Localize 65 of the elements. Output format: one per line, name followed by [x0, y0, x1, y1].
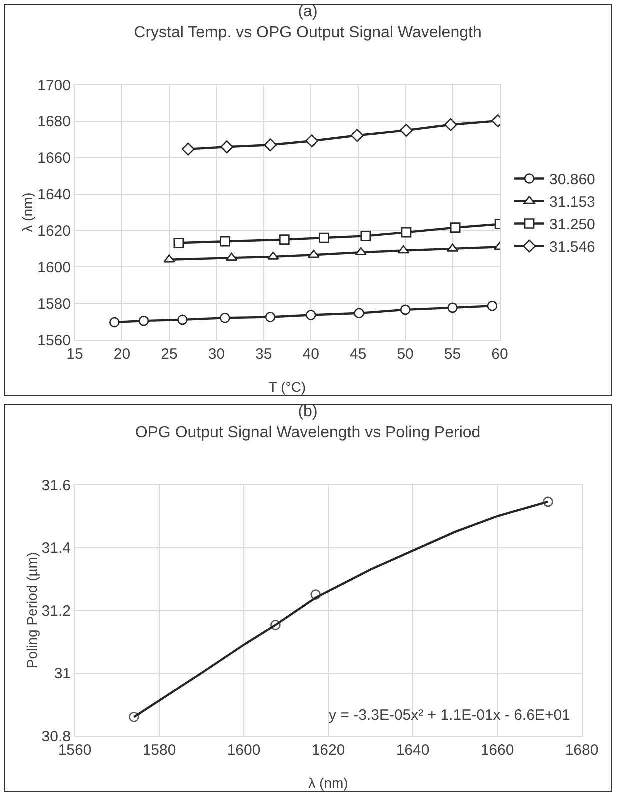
x-tick-label: 25: [161, 346, 178, 363]
x-tick-label: 1640: [396, 742, 430, 759]
x-tick-label: 1580: [142, 742, 176, 759]
y-tick-label: 1600: [38, 259, 71, 276]
x-tick-label: 1600: [227, 742, 261, 759]
point: [450, 222, 461, 233]
point: [182, 142, 195, 156]
point: [306, 310, 316, 320]
point: [400, 304, 411, 316]
x-axis-title: T (°C): [268, 379, 306, 395]
point: [164, 254, 176, 263]
point: [264, 138, 277, 152]
y-tick-label: 1700: [38, 77, 71, 94]
y-axis-title: λ (nm): [20, 192, 36, 232]
y-tick-label: 1680: [38, 114, 71, 131]
point: [401, 227, 412, 238]
y-tick-label: 1620: [38, 222, 71, 240]
point: [448, 302, 458, 314]
chart-subtitle: Crystal Temp. vs OPG Output Signal Wavelength: [134, 24, 482, 42]
chart-subtitle: OPG Output Signal Wavelength vs Poling Period: [135, 424, 481, 442]
point: [110, 317, 120, 328]
point: [444, 118, 458, 132]
x-tick-label: 1620: [312, 742, 346, 759]
x-tick-label: 35: [256, 346, 272, 363]
x-tick-label: 60: [492, 346, 508, 363]
y-tick-label: 31: [54, 666, 71, 682]
y-tick-label: 1660: [38, 150, 71, 168]
y-tick-label: 31.6: [42, 477, 71, 494]
point: [354, 308, 364, 319]
x-tick-label: 30: [208, 346, 226, 363]
legend-label: 31.546: [550, 239, 596, 256]
point: [220, 236, 230, 247]
y-tick-label: 1580: [38, 296, 71, 313]
legend-label: 30.860: [550, 172, 596, 189]
point: [178, 314, 188, 326]
point: [174, 238, 184, 248]
y-tick-label: 31.2: [42, 602, 71, 620]
point: [265, 312, 276, 322]
chart-title: (b): [298, 404, 318, 421]
x-tick-label: 1660: [480, 742, 514, 759]
chart-title: (a): [298, 4, 318, 21]
y-tick-label: 31.4: [42, 540, 71, 557]
x-tick-label: 1680: [565, 742, 599, 759]
point: [220, 140, 234, 154]
point: [350, 129, 364, 142]
point: [280, 234, 290, 245]
legend-label: 31.250: [550, 216, 596, 234]
y-tick-label: 1640: [38, 186, 71, 204]
point: [220, 312, 230, 324]
x-tick-label: 20: [114, 346, 131, 363]
x-tick-label: 55: [444, 346, 462, 363]
x-tick-label: 40: [302, 346, 320, 363]
x-tick-label: 50: [397, 346, 414, 363]
point: [360, 231, 372, 242]
point: [306, 134, 319, 148]
legend-label: 31.153: [550, 194, 596, 212]
point: [400, 124, 413, 138]
y-axis-title: Poling Period (µm): [24, 552, 40, 669]
x-tick-label: 45: [350, 346, 367, 363]
point: [138, 316, 150, 326]
point: [487, 300, 498, 312]
point: [319, 232, 330, 244]
annotation: y = -3.3E-05x² + 1.1E-01x - 6.6E+01: [329, 707, 570, 724]
point: [308, 250, 320, 258]
x-axis-title: λ (nm): [308, 775, 348, 791]
